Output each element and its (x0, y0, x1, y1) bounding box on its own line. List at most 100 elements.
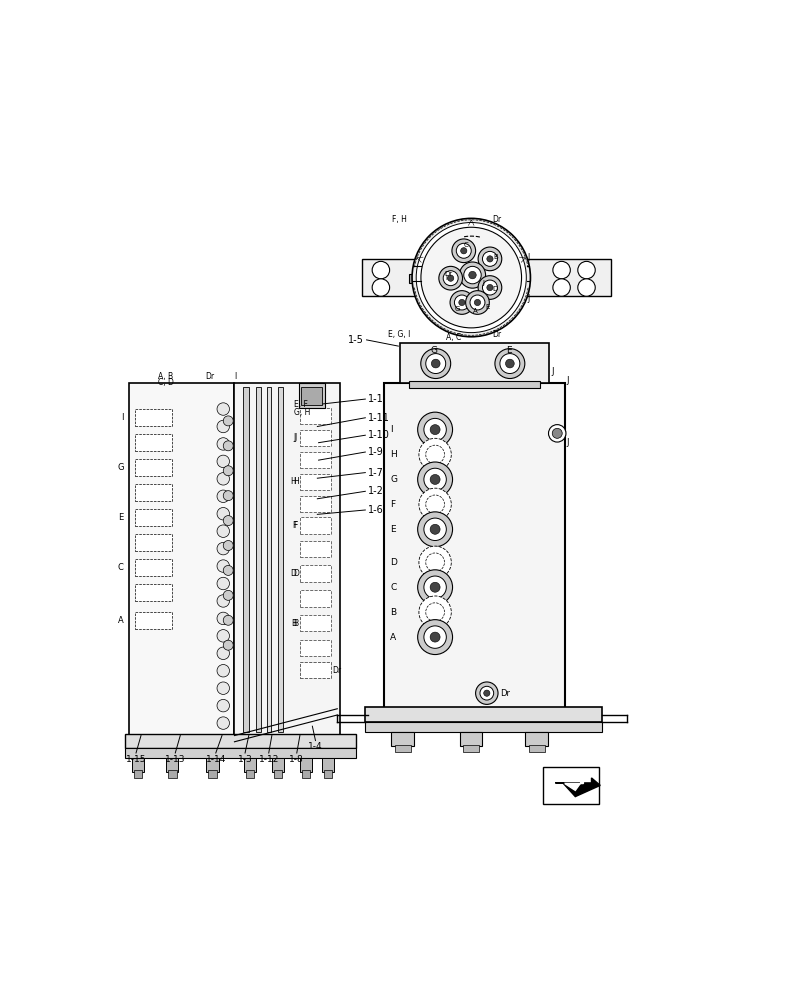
Circle shape (442, 271, 458, 286)
Text: D: D (389, 558, 397, 567)
Circle shape (223, 441, 233, 451)
Text: 1-2: 1-2 (368, 486, 384, 496)
Circle shape (217, 507, 229, 520)
Circle shape (475, 682, 497, 704)
Text: Dr: Dr (491, 330, 500, 339)
Text: F: F (293, 521, 298, 530)
Circle shape (552, 261, 569, 279)
Bar (391, 732, 414, 746)
Circle shape (223, 466, 233, 476)
Circle shape (460, 248, 467, 254)
Text: 1-4: 1-4 (308, 742, 322, 751)
Text: Dr: Dr (491, 215, 500, 224)
Text: 1-12: 1-12 (259, 755, 279, 764)
Circle shape (423, 626, 446, 648)
Circle shape (431, 359, 439, 368)
Text: 1-7: 1-7 (368, 468, 384, 478)
Text: C: C (389, 583, 396, 592)
Text: B: B (493, 254, 498, 260)
Text: I: I (121, 413, 124, 422)
Bar (300, 474, 331, 490)
Circle shape (217, 595, 229, 607)
Text: D: D (491, 286, 497, 292)
Bar (459, 732, 482, 746)
Text: 1-9: 1-9 (368, 447, 384, 457)
Circle shape (217, 699, 229, 712)
Text: 1-6: 1-6 (368, 505, 384, 515)
Text: Dr: Dr (500, 689, 510, 698)
Circle shape (417, 512, 452, 547)
Text: 1-10: 1-10 (368, 430, 389, 440)
Text: J: J (293, 433, 296, 442)
Circle shape (577, 279, 594, 296)
Bar (135, 409, 172, 426)
Circle shape (486, 284, 492, 291)
Circle shape (223, 541, 233, 550)
Circle shape (217, 577, 229, 590)
Circle shape (217, 560, 229, 572)
Circle shape (423, 518, 446, 541)
Bar (365, 707, 601, 722)
Circle shape (372, 279, 389, 296)
Bar (135, 612, 172, 629)
Circle shape (417, 570, 452, 605)
Text: Dr: Dr (332, 666, 341, 675)
Circle shape (217, 630, 229, 642)
Circle shape (552, 428, 561, 438)
Circle shape (217, 682, 229, 694)
Circle shape (468, 271, 475, 279)
Text: J: J (482, 280, 484, 286)
Circle shape (217, 665, 229, 677)
Circle shape (552, 279, 569, 296)
Text: D: D (290, 569, 296, 578)
Text: 1-8: 1-8 (289, 755, 304, 764)
Circle shape (447, 275, 453, 281)
Circle shape (418, 488, 450, 521)
Bar (135, 484, 172, 501)
Bar (301, 770, 310, 778)
Text: F, H: F, H (392, 215, 406, 224)
Circle shape (223, 516, 233, 526)
Bar (165, 758, 178, 772)
Text: H: H (389, 450, 397, 459)
Circle shape (430, 425, 439, 435)
Circle shape (217, 473, 229, 485)
Text: B: B (291, 619, 296, 628)
Text: J: J (550, 367, 552, 376)
Text: F: F (389, 500, 395, 509)
Text: A: A (118, 616, 124, 625)
Circle shape (456, 243, 471, 258)
Circle shape (223, 590, 233, 600)
Circle shape (426, 354, 445, 374)
Bar (135, 584, 172, 601)
Bar (300, 541, 331, 557)
Circle shape (495, 349, 524, 379)
Circle shape (217, 490, 229, 503)
Bar (256, 387, 261, 732)
Circle shape (416, 223, 526, 333)
Bar (234, 383, 340, 736)
Text: 1-15: 1-15 (125, 755, 146, 764)
Bar (409, 274, 418, 283)
Bar (528, 745, 544, 752)
Circle shape (451, 239, 475, 263)
Bar (399, 343, 548, 383)
Text: A: A (472, 308, 477, 314)
Text: J: J (527, 253, 529, 262)
Circle shape (454, 295, 469, 310)
Circle shape (505, 359, 514, 368)
Bar (271, 758, 284, 772)
Bar (300, 615, 331, 631)
Bar (542, 767, 598, 804)
Circle shape (474, 299, 480, 306)
Circle shape (426, 495, 444, 514)
Circle shape (470, 295, 484, 310)
Bar (135, 509, 172, 526)
Bar (125, 748, 356, 758)
Text: C, D: C, D (157, 378, 173, 387)
Text: I: I (234, 372, 236, 381)
Text: E: E (118, 513, 124, 522)
Text: B: B (293, 619, 299, 628)
Circle shape (217, 612, 229, 625)
Bar (243, 387, 248, 732)
